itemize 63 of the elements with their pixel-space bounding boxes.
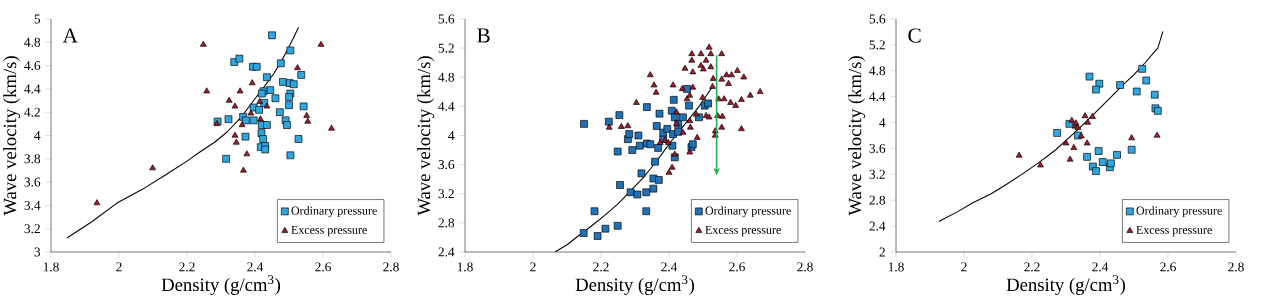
y-tick-label: 4.8: [438, 72, 455, 82]
y-tick-label: 5.6: [438, 14, 455, 24]
x-tick-label: 2.4: [247, 262, 264, 272]
chart-title: B: [477, 28, 490, 43]
y-tick-label: 2.8: [869, 195, 886, 205]
y-axis-title: Wave velocity (km/s): [848, 56, 866, 216]
y-tick-label: 4.4: [869, 92, 886, 102]
y-axis-title: Wave velocity (km/s): [417, 56, 435, 216]
x-tick-label: 2: [530, 262, 536, 272]
x-tick-label: 2.2: [179, 262, 195, 272]
x-tick-label: 1.8: [888, 262, 904, 272]
y-tick-label: 4.6: [24, 61, 41, 71]
y-tick-label: 5.6: [869, 14, 886, 24]
y-tick-label: 3.6: [24, 177, 41, 187]
x-axis-title: Density (g/cm$^{3}$): [161, 275, 281, 295]
y-tick-label: 5.2: [438, 43, 454, 53]
y-tick-label: 4.8: [24, 37, 41, 47]
y-tick-label: 2.4: [869, 221, 886, 231]
chart-title: C: [908, 28, 921, 43]
y-tick-label: 3.4: [24, 200, 41, 210]
legend-label: Ordinary pressure: [705, 206, 791, 218]
y-tick-label: 4: [34, 131, 41, 140]
x-tick-label: 2.8: [797, 262, 813, 272]
y-tick-label: 4.8: [869, 66, 886, 76]
y-tick-label: 3.6: [869, 143, 886, 153]
y-tick-label: 4: [879, 118, 886, 127]
y-tick-label: 3.2: [438, 189, 454, 199]
legend-label: Ordinary pressure: [1136, 206, 1222, 218]
x-tick-label: 2.6: [729, 262, 745, 272]
y-tick-label: 4.4: [24, 84, 41, 94]
y-tick-label: 2.8: [438, 218, 455, 228]
y-tick-label: 3.8: [24, 154, 41, 164]
y-tick-label: 5: [34, 14, 41, 24]
y-tick-label: 4.2: [24, 107, 40, 117]
y-tick-label: 2.4: [438, 247, 455, 257]
y-tick-label: 4: [448, 131, 455, 140]
x-tick-label: 2.4: [1092, 262, 1109, 272]
y-tick-label: 3.2: [24, 224, 40, 234]
x-axis-title: Density (g/cm$^{3}$): [1006, 275, 1126, 295]
x-tick-label: 2.8: [383, 262, 399, 272]
y-tick-label: 4.4: [438, 101, 455, 111]
x-tick-label: 2.4: [661, 262, 678, 272]
legend-label: Ordinary pressure: [291, 206, 377, 218]
legend-label: Excess pressure: [1136, 225, 1212, 237]
x-axis-title: Density (g/cm$^{3}$): [575, 275, 695, 295]
chart-title: A: [62, 28, 78, 43]
x-tick-label: 1.8: [457, 262, 473, 272]
x-tick-label: 1.8: [43, 262, 59, 272]
x-tick-label: 2.2: [593, 262, 609, 272]
legend-label: Excess pressure: [705, 225, 781, 237]
x-tick-label: 2.2: [1024, 262, 1040, 272]
y-tick-label: 3.2: [869, 169, 885, 179]
legend-label: Excess pressure: [291, 225, 367, 237]
y-tick-label: 5.2: [869, 40, 885, 50]
x-tick-label: 2.6: [1160, 262, 1176, 272]
x-tick-label: 2.8: [1228, 262, 1244, 272]
x-tick-label: 2: [116, 262, 122, 272]
y-tick-label: 3.6: [438, 160, 455, 170]
y-tick-label: 3: [34, 247, 41, 257]
y-tick-label: 2: [879, 247, 885, 257]
x-tick-label: 2: [961, 262, 967, 272]
y-axis-title: Wave velocity (km/s): [3, 56, 21, 216]
x-tick-label: 2.6: [315, 262, 331, 272]
